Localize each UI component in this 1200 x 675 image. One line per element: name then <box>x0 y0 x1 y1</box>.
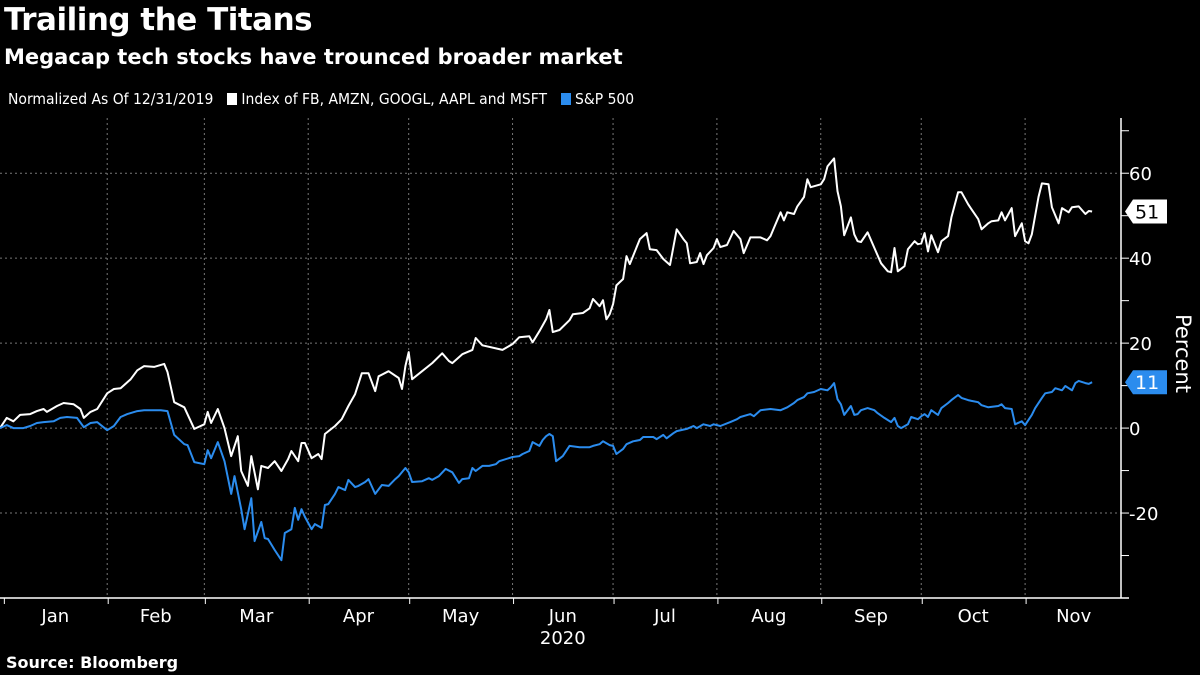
source-note: Source: Bloomberg <box>6 653 179 672</box>
y-tick-label: 20 <box>1129 334 1152 355</box>
y-tick-label: 40 <box>1129 249 1152 270</box>
y-tick-label: 60 <box>1129 164 1152 185</box>
x-tick-label: Nov <box>1056 606 1091 627</box>
x-tick-label: May <box>442 606 480 627</box>
x-tick-label: Apr <box>343 606 375 627</box>
axes <box>0 118 1129 604</box>
chart-title: Trailing the Titans <box>4 2 313 38</box>
legend-swatch-tech <box>227 93 238 105</box>
x-tick-label: Feb <box>140 606 172 627</box>
last-value-tag-tech <box>1125 199 1167 224</box>
legend: Normalized As Of 12/31/2019 Index of FB,… <box>8 90 634 108</box>
last-value-label: 51 <box>1135 201 1159 223</box>
x-tick-label: Oct <box>958 606 989 627</box>
x-tick-label: Jul <box>653 606 676 627</box>
y-tick-label: 0 <box>1129 419 1140 440</box>
x-year-label: 2020 <box>540 628 586 649</box>
legend-note: Normalized As Of 12/31/2019 <box>8 90 214 108</box>
legend-label: Index of FB, AMZN, GOOGL, AAPL and MSFT <box>241 90 547 108</box>
legend-label: S&P 500 <box>575 90 635 108</box>
x-tick-label: Sep <box>854 606 888 627</box>
legend-item-sp500: S&P 500 <box>561 90 634 108</box>
legend-item-tech-index: Index of FB, AMZN, GOOGL, AAPL and MSFT <box>227 90 547 108</box>
x-tick-label: Jan <box>40 606 69 627</box>
y-tick-label: -20 <box>1129 504 1158 525</box>
legend-swatch-sp500 <box>561 93 571 105</box>
x-tick-label: Mar <box>239 606 274 627</box>
gridlines <box>0 118 1121 598</box>
series-lines <box>0 157 1093 562</box>
y-axis-title: Percent <box>1171 314 1195 393</box>
x-tick-label: Aug <box>751 606 786 627</box>
chart-subtitle: Megacap tech stocks have trounced broade… <box>4 45 623 69</box>
tech-index-line <box>0 157 1093 491</box>
tick-labels: 60 40 20 0 -20 Jan Feb Mar Apr May Jun Jul Aug Sep Oct… <box>40 164 1195 649</box>
x-tick-label: Jun <box>548 606 577 627</box>
last-value-tag-sp500 <box>1125 370 1167 395</box>
sp500-line <box>0 379 1093 562</box>
last-value-label: 11 <box>1135 372 1159 394</box>
